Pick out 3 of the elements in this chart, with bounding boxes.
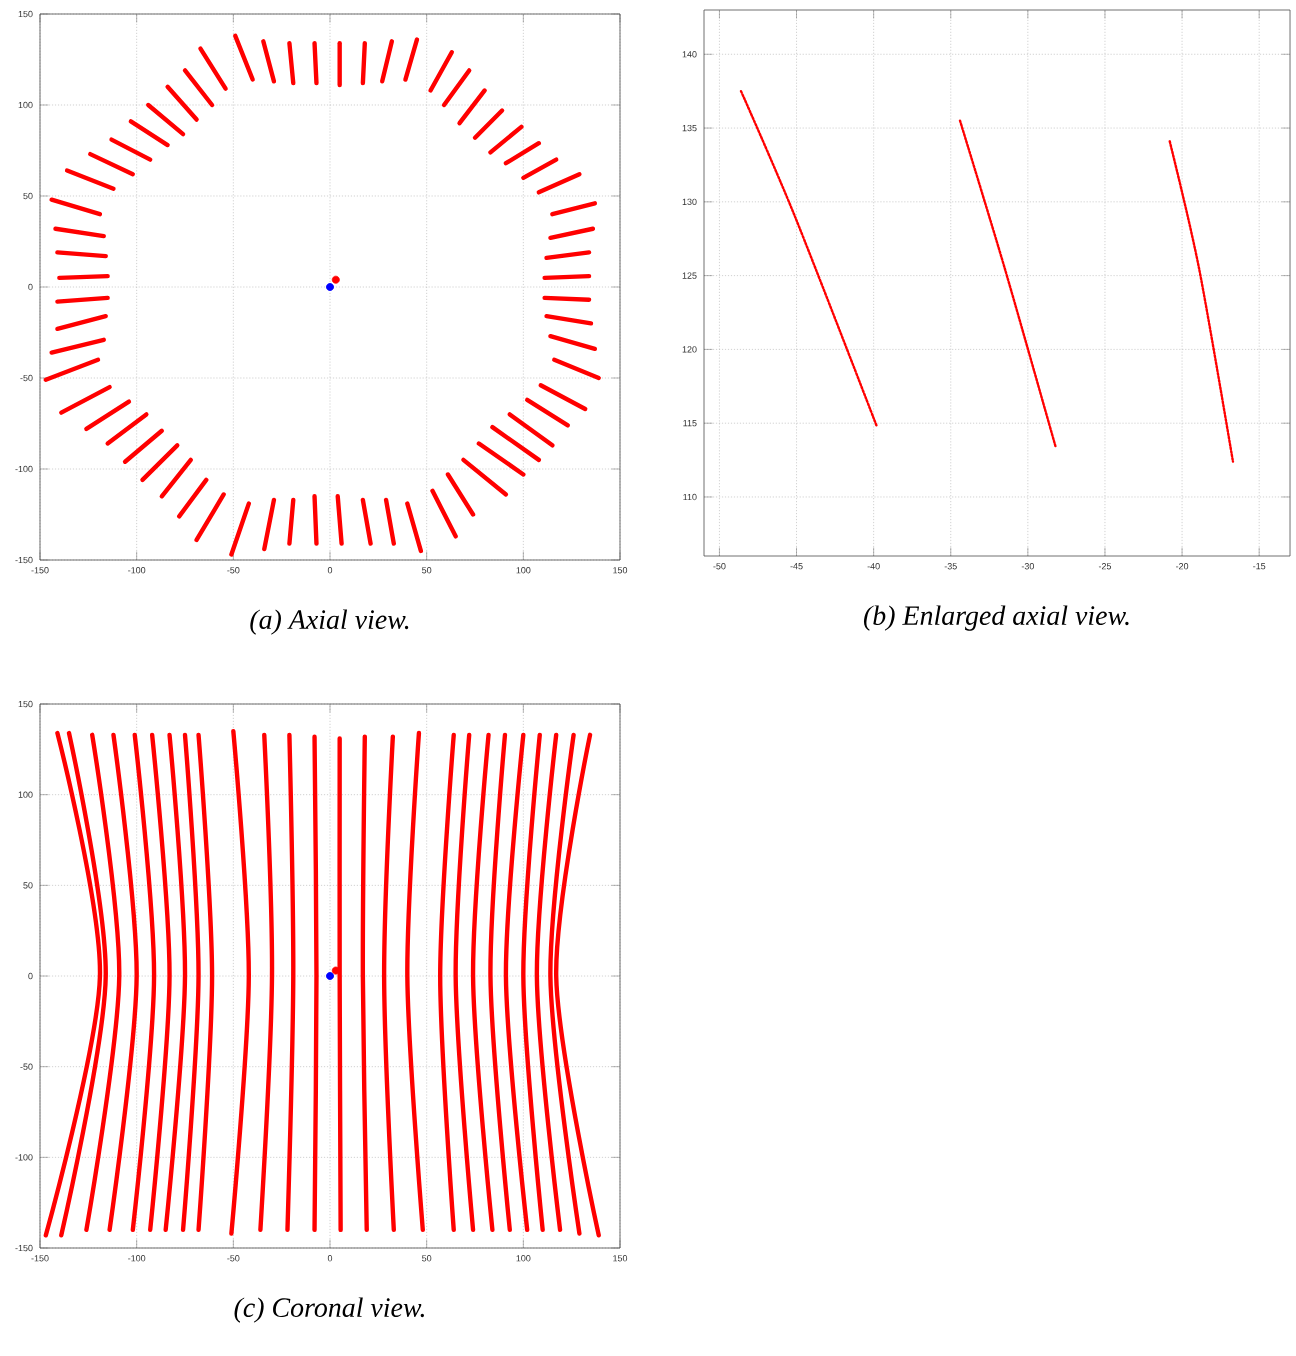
text: (c) Coronal view. <box>234 1297 424 1323</box>
text: (b) Enlarged axial view. <box>863 605 1129 631</box>
text: (a) Axial view. <box>250 609 409 635</box>
